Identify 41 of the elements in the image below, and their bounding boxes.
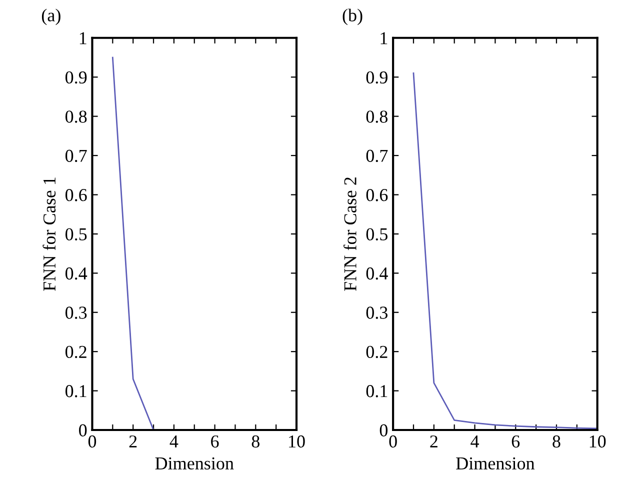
x-tick-label: 6 (211, 435, 219, 448)
y-tick-label: 0.1 (65, 385, 86, 398)
x-axis-title: Dimension (155, 457, 234, 470)
y-tick-label: 0.8 (65, 110, 87, 123)
y-tick-label: 0.2 (65, 346, 86, 358)
y-tick-label: 0.3 (65, 306, 87, 319)
y-tick-label: 0.5 (366, 228, 388, 240)
y-tick-label: 0.4 (65, 267, 88, 280)
y-tick-label: 0.6 (366, 188, 388, 202)
x-axis-title: Dimension (456, 457, 535, 470)
y-tick-label: 0.9 (366, 71, 388, 84)
x-tick-label: 4 (170, 436, 178, 448)
y-tick-label: 0 (380, 424, 388, 436)
y-tick-label: 0.5 (65, 228, 87, 240)
y-tick-label: 0 (79, 424, 87, 436)
x-tick-label: 0 (88, 435, 96, 448)
x-tick-label: 10 (590, 435, 606, 448)
x-tick-label: 2 (430, 435, 438, 448)
y-tick-label: 0.2 (366, 346, 388, 358)
x-tick-label: 0 (389, 435, 397, 448)
x-tick-label: 6 (512, 435, 520, 448)
y-axis-title: FNN for Case 2 (344, 178, 356, 291)
y-tick-label: 0.1 (366, 385, 388, 398)
y-tick-label: 0.6 (65, 188, 87, 202)
x-tick-label: 4 (470, 436, 480, 448)
x-tick-label: 8 (252, 435, 260, 448)
x-tick-label: 10 (289, 435, 305, 448)
x-tick-label: 8 (552, 435, 560, 448)
y-tick-label: 1 (380, 32, 388, 44)
y-tick-label: 1 (80, 32, 86, 44)
y-tick-label: 0.7 (65, 150, 87, 162)
line-series (412, 72, 598, 430)
y-tick-label: 0.3 (366, 306, 388, 319)
y-tick-label: 0.9 (65, 71, 87, 84)
y-axis-title: FNN for Case 1 (42, 178, 56, 291)
chart-title: (b) (342, 8, 362, 26)
y-tick-label: 0.4 (366, 267, 388, 280)
chart-title: (a) (42, 8, 60, 26)
y-tick-label: 0.7 (366, 150, 388, 162)
y-tick-label: 0.8 (366, 110, 388, 123)
x-tick-label: 2 (129, 435, 137, 448)
